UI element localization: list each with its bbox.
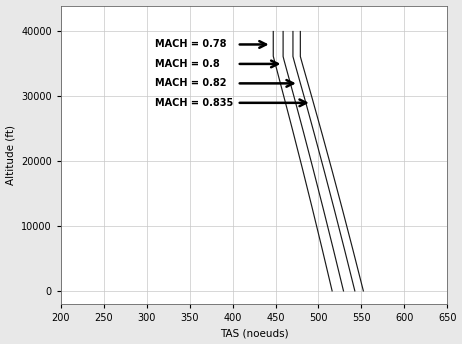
- X-axis label: TAS (noeuds): TAS (noeuds): [220, 329, 288, 338]
- Text: MACH = 0.78: MACH = 0.78: [155, 40, 227, 50]
- Text: MACH = 0.835: MACH = 0.835: [155, 98, 234, 108]
- Text: MACH = 0.8: MACH = 0.8: [155, 59, 220, 69]
- Text: MACH = 0.82: MACH = 0.82: [155, 78, 227, 88]
- Y-axis label: Altitude (ft): Altitude (ft): [6, 125, 16, 185]
